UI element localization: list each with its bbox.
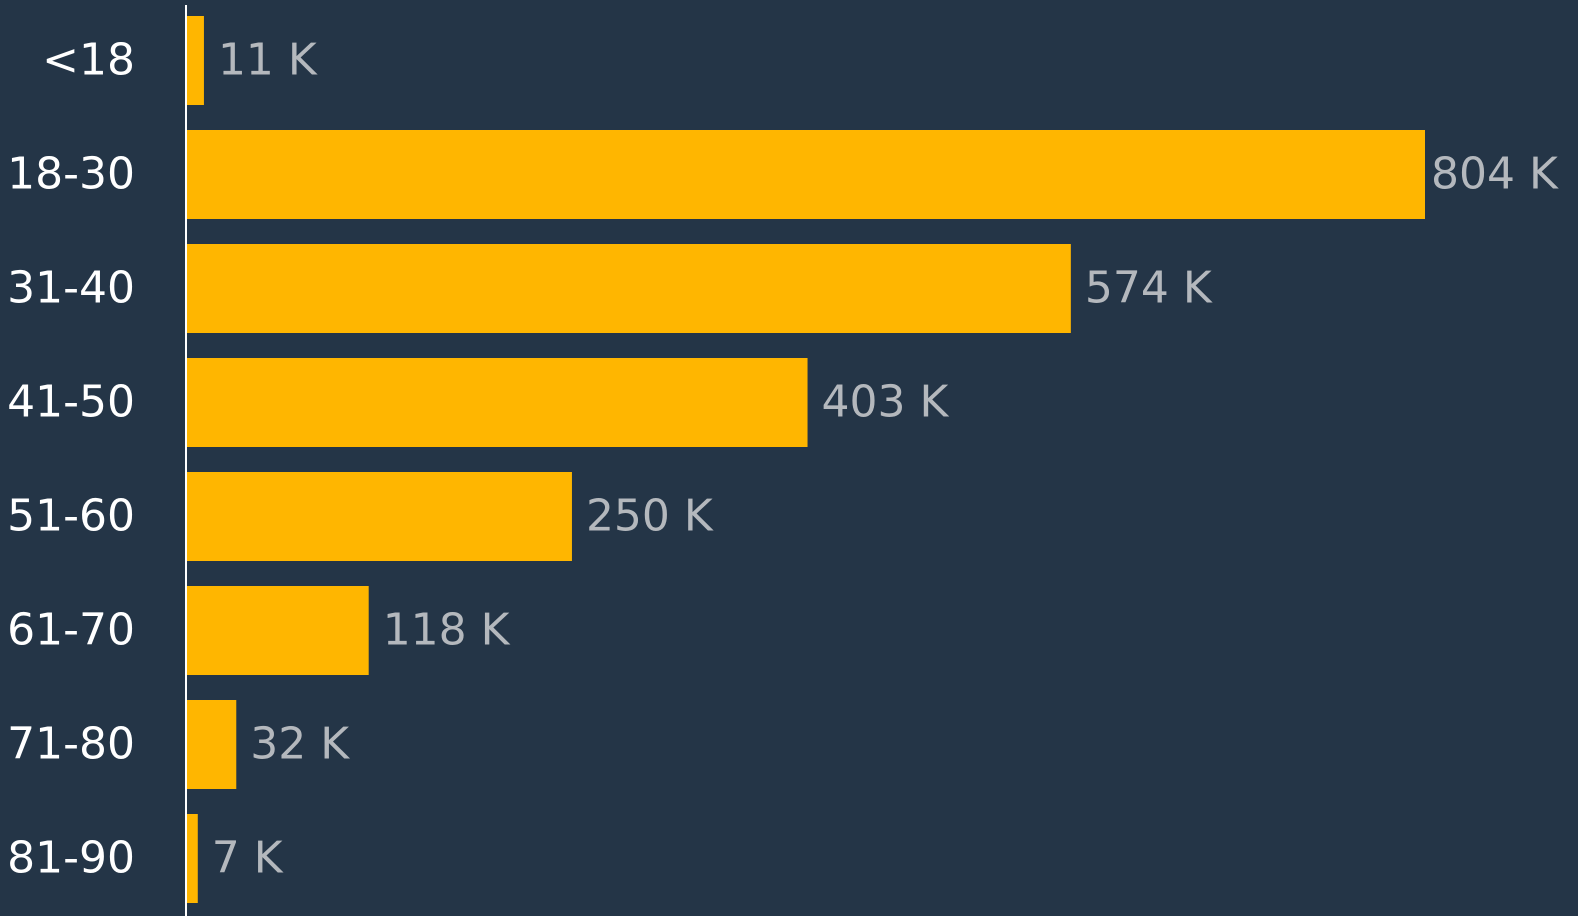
category-label: 41-50 [7,377,135,428]
category-label: <18 [42,35,135,86]
bar [187,586,369,675]
bar [187,358,808,447]
bar [187,244,1071,333]
value-label: 32 K [250,719,350,770]
bar [187,472,572,561]
value-label: 804 K [1431,149,1559,200]
category-label: 71-80 [7,719,135,770]
category-label: 51-60 [7,491,135,542]
value-label: 574 K [1085,263,1213,314]
value-label: 11 K [218,35,318,86]
bar [187,814,198,903]
bar [187,700,237,789]
bar [187,16,204,105]
category-label: 18-30 [7,149,135,200]
value-label: 250 K [586,491,714,542]
category-label: 81-90 [7,833,135,884]
bar [187,130,1425,219]
value-label: 118 K [383,605,511,656]
value-label: 7 K [212,833,284,884]
category-label: 31-40 [7,263,135,314]
category-label: 61-70 [7,605,135,656]
value-label: 403 K [822,377,950,428]
